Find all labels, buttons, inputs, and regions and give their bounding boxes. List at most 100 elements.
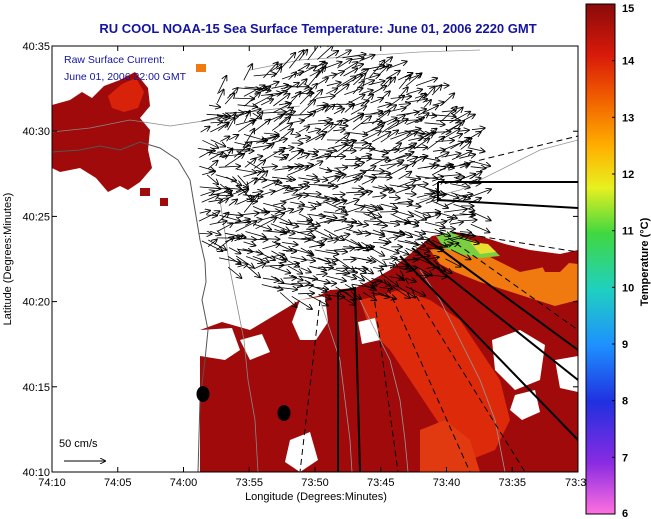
current-vector <box>424 123 445 125</box>
current-vector <box>281 178 295 179</box>
current-vector <box>324 258 338 260</box>
current-vector <box>252 191 262 192</box>
current-vector <box>298 178 319 181</box>
current-vector <box>460 174 476 180</box>
current-vector <box>379 246 399 253</box>
current-vector <box>297 154 309 160</box>
current-vector <box>208 191 232 197</box>
current-vector <box>307 151 318 152</box>
current-vector <box>316 78 328 86</box>
current-vector <box>351 162 364 166</box>
current-vector <box>343 68 358 77</box>
current-vector <box>335 257 354 271</box>
radar-site-2 <box>277 405 291 421</box>
current-vector <box>371 157 388 166</box>
current-vector <box>415 78 437 86</box>
current-vector <box>298 206 316 209</box>
current-vector <box>395 186 415 194</box>
current-vector <box>327 144 346 150</box>
current-vector <box>398 75 410 90</box>
current-vector <box>315 220 332 225</box>
current-vector <box>362 292 376 300</box>
current-vector <box>262 213 284 221</box>
figure-title: RU COOL NOAA-15 Sea Surface Temperature:… <box>99 21 536 36</box>
current-vector <box>307 195 329 199</box>
current-vector <box>370 212 381 218</box>
current-vector <box>316 106 328 113</box>
current-vector <box>261 191 274 196</box>
current-vector <box>405 73 422 87</box>
current-vector <box>235 238 256 239</box>
current-vector <box>352 116 371 131</box>
current-vector <box>398 172 412 180</box>
current-vector <box>409 206 420 207</box>
current-vector <box>351 222 361 225</box>
current-vector <box>333 248 354 250</box>
current-vector <box>262 144 274 151</box>
current-vector <box>199 151 211 158</box>
current-vector <box>326 89 337 95</box>
y-tick-label: 40:10 <box>22 467 50 479</box>
current-vector <box>209 231 220 235</box>
current-vector <box>274 228 286 233</box>
current-vector <box>333 226 353 232</box>
current-vector <box>229 247 240 254</box>
current-vector <box>307 130 320 133</box>
current-vector <box>431 85 441 96</box>
current-vector <box>308 185 333 186</box>
current-vector <box>388 119 408 130</box>
current-vector <box>317 46 333 60</box>
current-vector <box>300 247 314 255</box>
current-vector <box>243 111 250 123</box>
current-vector <box>396 211 413 217</box>
current-vector <box>343 62 358 72</box>
current-vector <box>433 201 448 208</box>
current-vector <box>271 275 283 283</box>
current-vector <box>279 292 296 308</box>
x-tick-label: 73:35 <box>498 477 526 489</box>
current-vector <box>262 181 278 189</box>
current-vector <box>336 76 356 88</box>
current-vector <box>265 239 279 240</box>
current-vector <box>417 106 438 116</box>
current-vector <box>333 109 344 115</box>
current-vector <box>198 211 220 222</box>
current-vector <box>453 177 464 178</box>
current-vector <box>271 85 289 88</box>
current-vector <box>350 291 361 299</box>
colorbar-tick-label: 15 <box>622 3 634 15</box>
current-vector <box>316 287 328 289</box>
current-vector <box>291 283 309 284</box>
colorbar-tick-label: 11 <box>622 226 634 238</box>
current-vector <box>380 265 394 267</box>
current-vector <box>424 193 434 194</box>
current-vector <box>370 203 382 209</box>
current-vector <box>361 178 375 185</box>
x-tick-label: 74:05 <box>104 477 132 489</box>
current-vector <box>262 278 279 280</box>
current-vector <box>363 213 376 219</box>
current-vector <box>387 77 396 87</box>
current-vector <box>441 243 458 248</box>
current-annotation-line1: Raw Surface Current: <box>64 54 165 66</box>
current-vector <box>316 96 335 99</box>
current-vector <box>408 221 419 222</box>
current-vector <box>291 209 303 214</box>
current-vector <box>287 265 302 274</box>
current-vector <box>407 210 426 220</box>
current-vector <box>335 292 355 305</box>
current-vector <box>381 143 402 158</box>
current-vector <box>273 108 293 122</box>
current-vector <box>414 239 429 240</box>
current-vector <box>334 85 349 96</box>
current-vector <box>427 248 443 250</box>
current-vector <box>334 145 353 159</box>
current-vector <box>227 118 235 131</box>
current-vector <box>352 233 370 234</box>
current-annotation-line2: June 01, 2006 22:00 GMT <box>64 71 187 83</box>
current-vector <box>220 137 229 142</box>
current-vector <box>201 240 223 251</box>
current-vector <box>261 284 283 290</box>
current-vector <box>237 105 257 107</box>
current-vector <box>253 264 265 270</box>
